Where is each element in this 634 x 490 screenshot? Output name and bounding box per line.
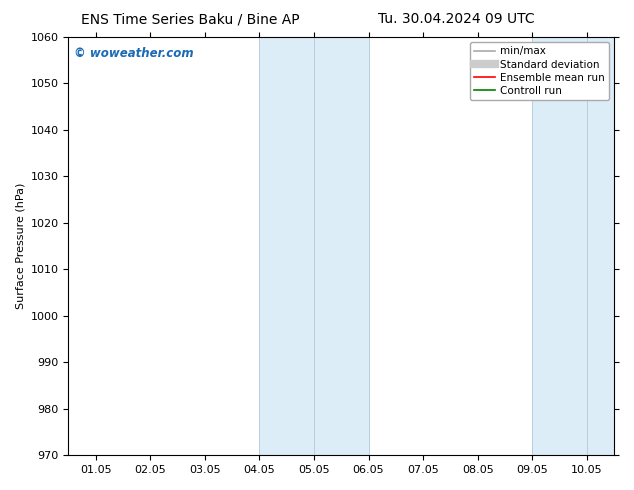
Text: Tu. 30.04.2024 09 UTC: Tu. 30.04.2024 09 UTC	[378, 12, 535, 26]
Bar	[314, 37, 368, 455]
Bar	[587, 37, 634, 455]
Text: ENS Time Series Baku / Bine AP: ENS Time Series Baku / Bine AP	[81, 12, 299, 26]
Bar	[259, 37, 314, 455]
Y-axis label: Surface Pressure (hPa): Surface Pressure (hPa)	[15, 183, 25, 309]
Text: © woweather.com: © woweather.com	[74, 48, 193, 60]
Bar	[533, 37, 587, 455]
Legend: min/max, Standard deviation, Ensemble mean run, Controll run: min/max, Standard deviation, Ensemble me…	[470, 42, 609, 100]
